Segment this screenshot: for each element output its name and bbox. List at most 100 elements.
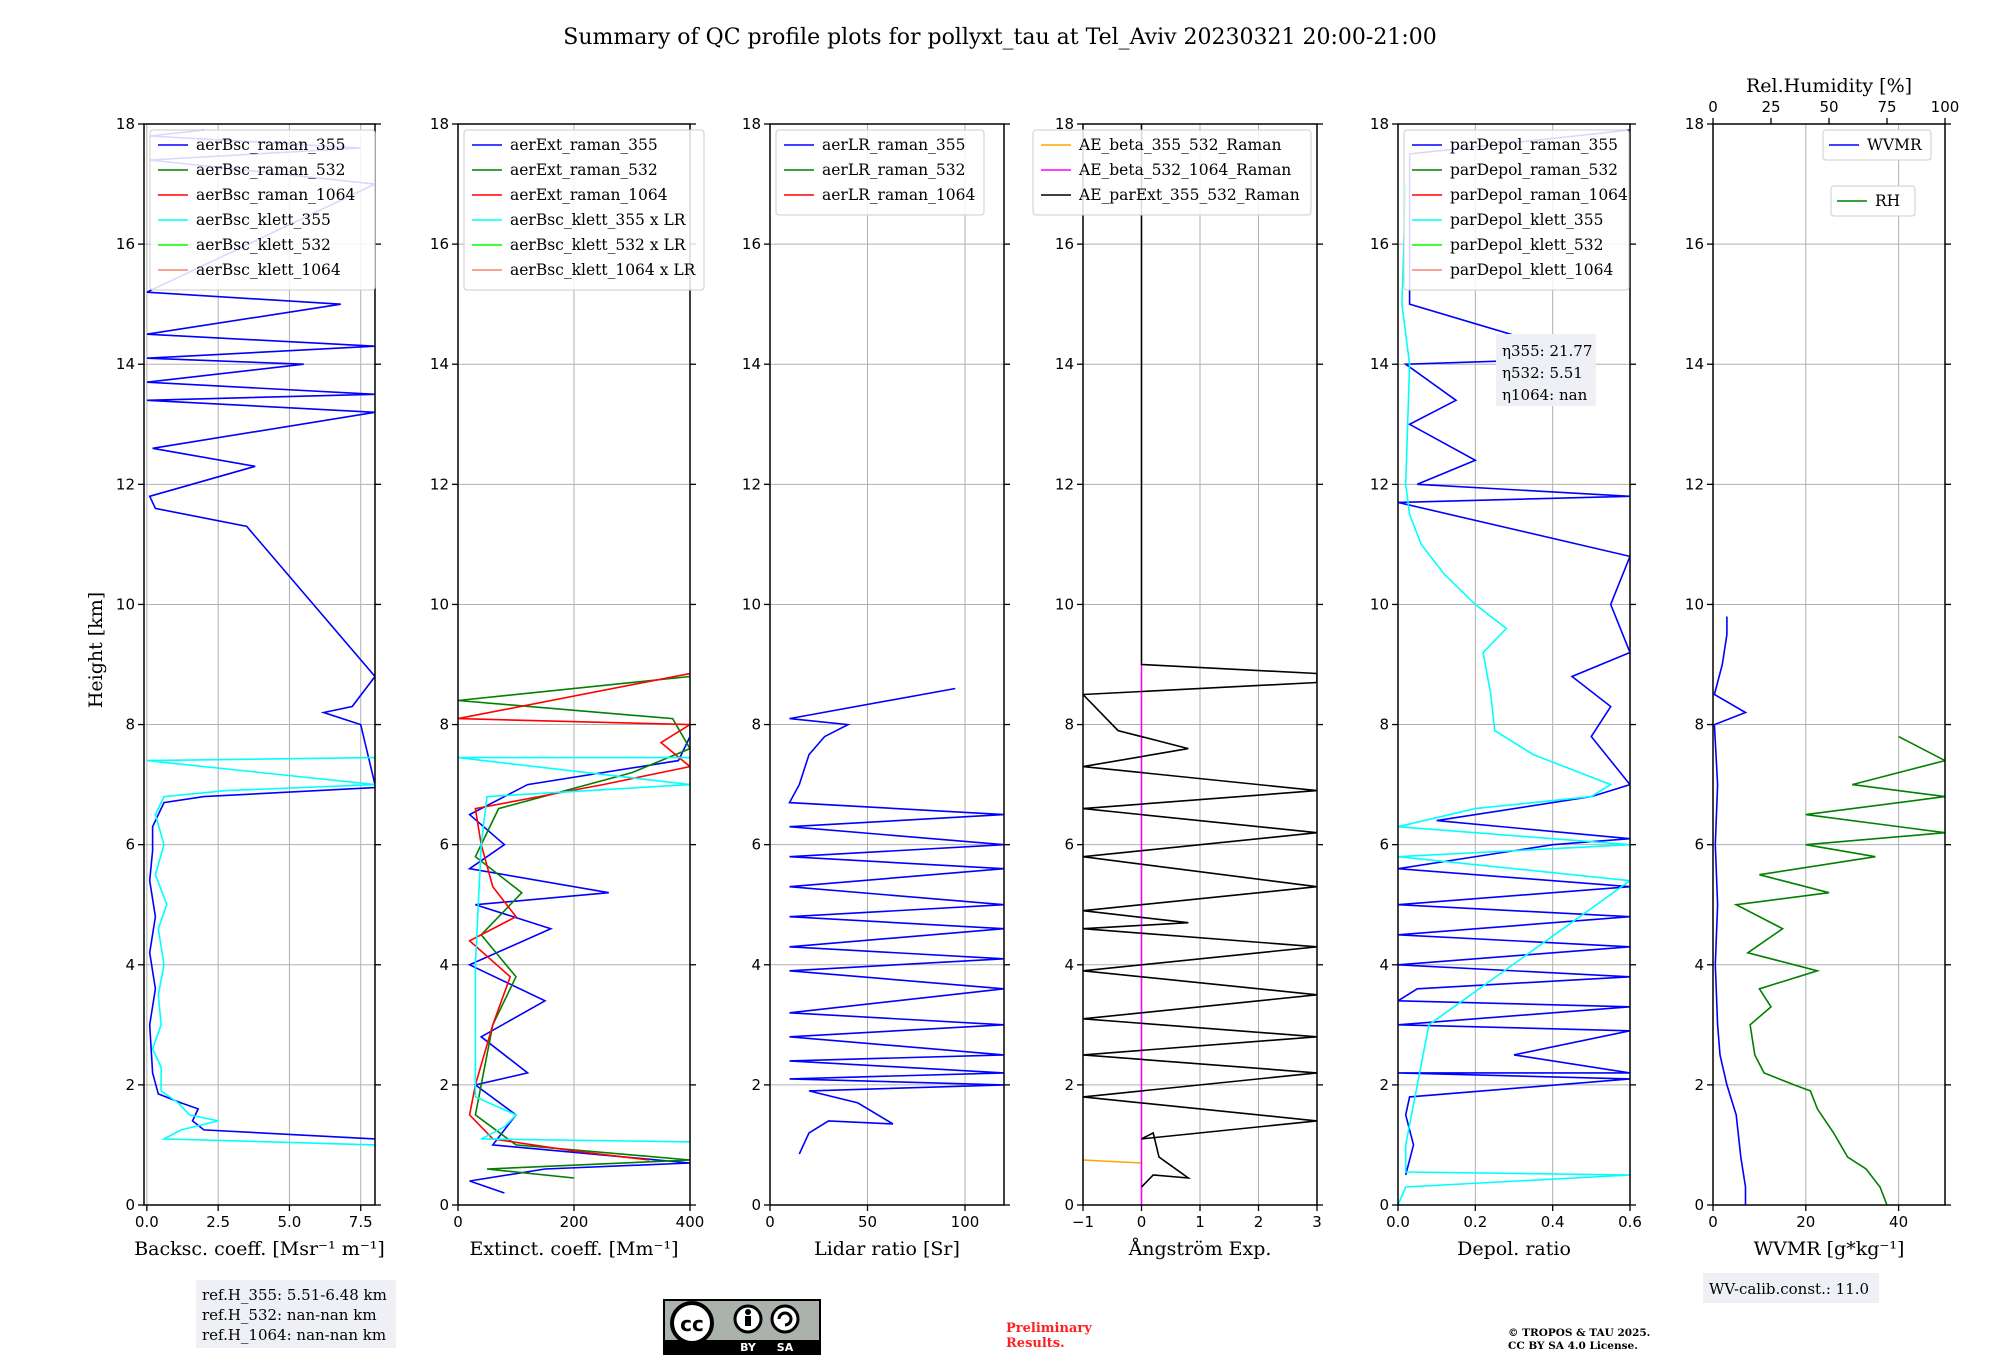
series-group-dep [1398,129,1630,1205]
y-tick-label-dep: 0 [1379,1196,1389,1214]
y-tick-label-bsc: 4 [125,956,135,974]
x-axis-label-bsc: Backsc. coeff. [Msr⁻¹ m⁻¹] [134,1238,385,1260]
panel-ext: 0 200 400 0 2 4 6 8 10 12 14 16 18 Extinct. coeff. [M… [430,115,705,1260]
y-tick-label-lr: 6 [751,836,761,854]
x-tick-label-bsc: 0.0 [135,1213,159,1231]
y-tick-label-ext: 14 [430,355,449,373]
y-tick-label-ae: 4 [1064,956,1074,974]
y-tick-label-lr: 8 [751,716,761,734]
x2-tick-label-wv: 50 [1819,98,1838,116]
legend-label-aerBsc_klett_355: aerBsc_klett_355 [196,211,331,229]
ref-height-1064: ref.H_1064: nan-nan km [202,1326,386,1344]
y-tick-label-ae: 8 [1064,716,1074,734]
x-tick-label-ae: 2 [1254,1213,1264,1231]
cc-badge-strip [664,1340,820,1354]
x-tick-label-dep: 0.2 [1463,1213,1487,1231]
x-axis-label-ext: Extinct. coeff. [Mm⁻¹] [469,1238,678,1260]
preliminary-line-1: Preliminary [1006,1321,1092,1336]
x2-tick-label-wv: 0 [1708,98,1718,116]
by-icon-body [745,1316,751,1326]
y-tick-label-dep: 6 [1379,836,1389,854]
y-axis-label: Height [km] [85,592,107,708]
x-tick-label-lr: 100 [951,1213,980,1231]
ref-height-532: ref.H_532: nan-nan km [202,1306,377,1324]
y-tick-label-lr: 10 [742,595,761,613]
sa-label: SA [777,1341,794,1354]
legend-label-parDepol_raman_1064: parDepol_raman_1064 [1450,186,1628,204]
y-tick-label-bsc: 14 [116,355,135,373]
series-line-aerExt_raman_355 [467,724,690,1194]
copyright-line-2: CC BY SA 4.0 License. [1508,1340,1638,1352]
axes-frame-lr [769,123,1005,1206]
y-tick-label-ext: 6 [439,836,449,854]
series-line-aerLR_raman_355 [788,687,1004,1155]
legend-label-parDepol_raman_532: parDepol_raman_532 [1450,161,1618,179]
y-tick-label-dep: 12 [1370,475,1389,493]
y-tick-label-dep: 4 [1379,956,1389,974]
eta-value-0: η355: 21.77 [1502,342,1592,360]
preliminary-line-2: Results. [1006,1336,1065,1351]
y-tick-label-ae: 10 [1055,595,1074,613]
x-tick-label-ae: 3 [1312,1213,1322,1231]
series-group-ext [458,672,690,1194]
x-tick-label-bsc: 2.5 [206,1213,230,1231]
y-tick-label-dep: 10 [1370,595,1389,613]
x-tick-label-dep: 0.0 [1386,1213,1410,1231]
x-axis-label-lr: Lidar ratio [Sr] [814,1238,960,1260]
y-tick-label-dep: 8 [1379,716,1389,734]
x2-tick-label-wv: 75 [1877,98,1896,116]
x-tick-label-ext: 0 [453,1213,463,1231]
by-label: BY [740,1341,757,1354]
y-tick-label-bsc: 16 [116,235,135,253]
y-tick-label-wv: 0 [1694,1196,1704,1214]
legend-label-parDepol_klett_532: parDepol_klett_532 [1450,236,1603,254]
profile-panels: 0.0 2.5 5.0 7.5 0 2 4 6 8 10 12 14 16 18 Backsc. coeff… [116,75,1959,1303]
legend-label-RH: RH [1875,192,1900,210]
legend-label-parDepol_raman_355: parDepol_raman_355 [1450,136,1618,154]
y-tick-label-ae: 6 [1064,836,1074,854]
y-tick-label-dep: 2 [1379,1076,1389,1094]
y-tick-label-ext: 16 [430,235,449,253]
reference-height-box: ref.H_355: 5.51-6.48 km ref.H_532: nan-n… [196,1280,396,1348]
panel-bsc: 0.0 2.5 5.0 7.5 0 2 4 6 8 10 12 14 16 18 Backsc. coeff… [116,115,385,1260]
cc-license-badge: cc BY SA [663,1299,821,1355]
series-line-aerBsc_klett_355 [146,756,375,1146]
x-tick-label-ext: 400 [676,1213,705,1231]
x-tick-label-lr: 50 [858,1213,877,1231]
legend-label-parDepol_klett_355: parDepol_klett_355 [1450,211,1603,229]
y-tick-label-bsc: 2 [125,1076,135,1094]
y-tick-label-bsc: 8 [125,716,135,734]
y-tick-label-lr: 2 [751,1076,761,1094]
legend-label-aerBsc_klett_1064: aerBsc_klett_1064 [196,261,341,279]
y-tick-label-wv: 2 [1694,1076,1704,1094]
y-tick-label-dep: 14 [1370,355,1389,373]
y-tick-label-ae: 0 [1064,1196,1074,1214]
x-tick-label-dep: 0.6 [1618,1213,1642,1231]
y-tick-label-lr: 18 [742,115,761,133]
y-tick-label-lr: 0 [751,1196,761,1214]
legend-label-AE_beta_355_532_Raman: AE_beta_355_532_Raman [1078,136,1281,154]
legend-label-aerLR_raman_532: aerLR_raman_532 [822,161,965,179]
legend-label-AE_parExt_355_532_Raman: AE_parExt_355_532_Raman [1078,186,1300,204]
x-tick-label-bsc: 7.5 [349,1213,373,1231]
series-line-aerExt_raman_1064 [458,672,690,1161]
x-tick-label-dep: 0.4 [1541,1213,1565,1231]
legend-label-aerBsc_raman_355: aerBsc_raman_355 [196,136,346,154]
legend-box-RH [1830,185,1916,217]
legend-box-ae [1032,129,1312,216]
y-tick-label-wv: 18 [1685,115,1704,133]
x-tick-label-ext: 200 [560,1213,589,1231]
x-tick-label-bsc: 5.0 [278,1213,302,1231]
legend-box-ext [463,129,705,291]
cc-icon-label: cc [680,1312,704,1336]
eta-value-1: η532: 5.51 [1502,364,1583,382]
legend-label-aerLR_raman_355: aerLR_raman_355 [822,136,965,154]
y-tick-label-ae: 2 [1064,1076,1074,1094]
y-tick-label-ae: 14 [1055,355,1074,373]
legend-label-aerExt_raman_532: aerExt_raman_532 [510,161,658,179]
y-tick-label-ext: 4 [439,956,449,974]
axes-frame-bsc [143,123,376,1206]
y-tick-label-wv: 10 [1685,595,1704,613]
y-tick-label-lr: 12 [742,475,761,493]
